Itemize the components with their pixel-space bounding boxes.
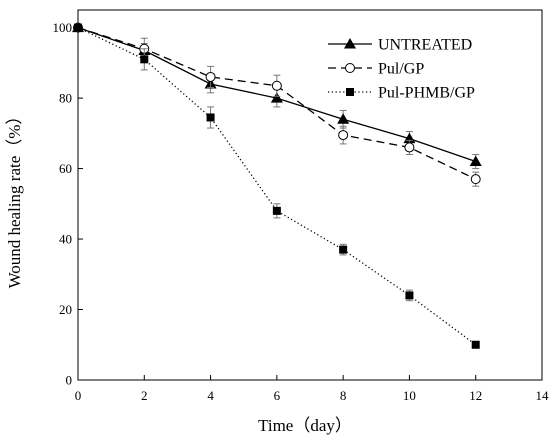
legend-marker [346, 88, 354, 96]
data-point [74, 23, 82, 32]
legend-label: Pul-PHMB/GP [378, 85, 475, 102]
data-point [339, 245, 348, 254]
plot-frame [77, 9, 543, 381]
x-tick-label: 2 [141, 388, 148, 403]
x-axis-label: Time（day） [258, 416, 352, 435]
y-axis-label: Wound healing rate（%） [5, 108, 24, 289]
data-point [205, 71, 216, 82]
legend: UNTREATED Pul/GP Pul-PHMB/GP [328, 37, 475, 102]
legend-label: UNTREATED [378, 37, 472, 54]
x-tick-label: 8 [340, 388, 347, 403]
y-tick-label: 0 [66, 373, 73, 388]
x-tick-label: 14 [536, 388, 550, 403]
y-tick-label: 60 [59, 161, 72, 176]
data-point [471, 340, 480, 349]
x-tick-label: 10 [403, 388, 416, 403]
data-point [470, 174, 481, 185]
data-point [270, 92, 283, 103]
data-point [404, 142, 415, 153]
legend-label: Pul/GP [378, 61, 424, 78]
y-tick-label: 100 [53, 20, 73, 35]
data-point [272, 206, 281, 215]
data-point [271, 80, 282, 91]
data-point [469, 155, 482, 167]
data-point [405, 291, 414, 300]
series-2 [74, 23, 480, 349]
x-tick-label: 12 [469, 388, 482, 403]
x-tick-label: 0 [75, 388, 82, 403]
data-point [140, 55, 149, 64]
y-tick-label: 40 [59, 232, 72, 247]
y-tick-label: 80 [59, 91, 72, 106]
data-point [338, 130, 349, 141]
axis-ticks: 0 2 4 6 8 10 12 14 0 20 40 60 80 100 [53, 20, 550, 403]
x-tick-label: 6 [274, 388, 281, 403]
series-layer [72, 21, 482, 349]
legend-marker [345, 63, 355, 73]
data-point [206, 113, 215, 122]
x-tick-label: 4 [207, 388, 214, 403]
y-tick-label: 20 [59, 302, 72, 317]
legend-marker [344, 38, 356, 49]
data-point [337, 113, 350, 124]
